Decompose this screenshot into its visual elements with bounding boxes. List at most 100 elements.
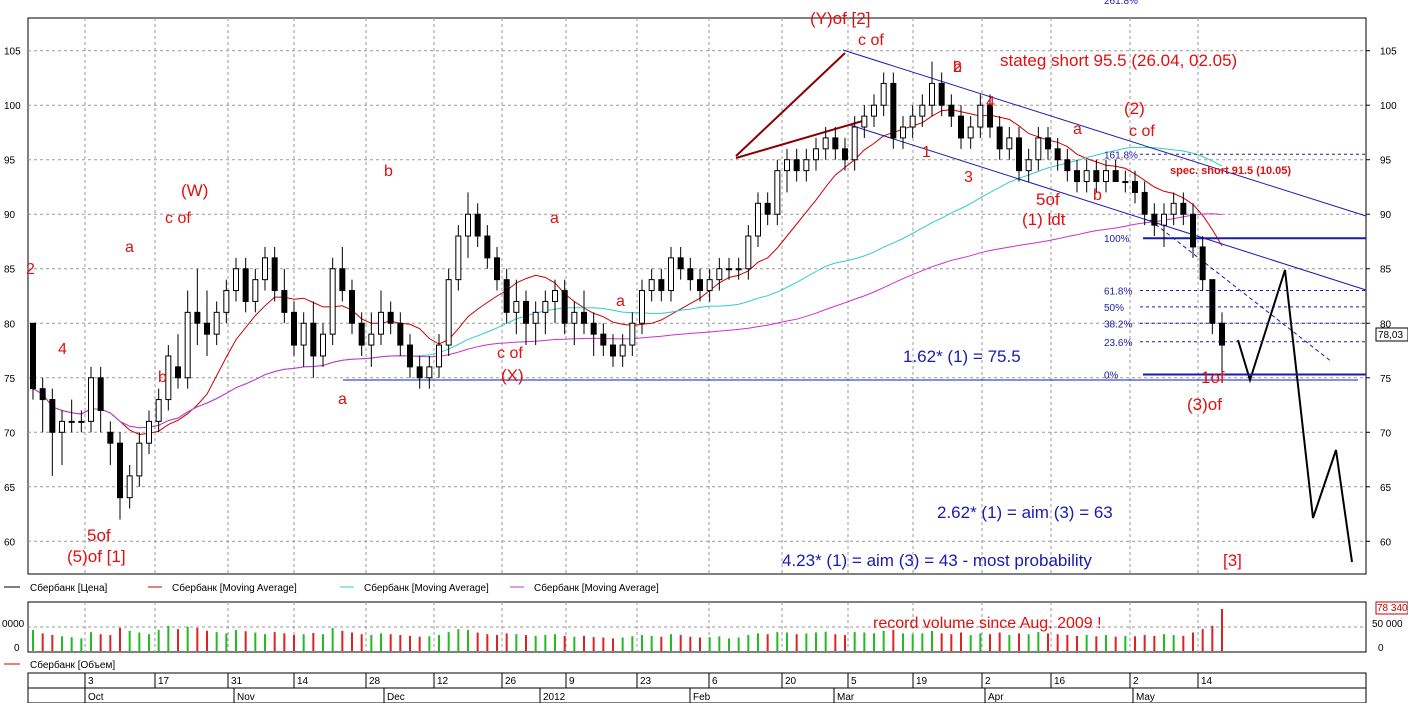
candle-body <box>59 420 65 433</box>
candle-body <box>581 311 587 324</box>
candle-body <box>49 399 56 433</box>
candle-body <box>107 431 114 444</box>
candle-body <box>871 104 877 117</box>
candle <box>900 116 906 149</box>
candle <box>242 257 249 313</box>
candle-body <box>687 268 694 281</box>
channel-lower-line <box>849 124 1367 291</box>
y-tick-left: 85 <box>4 265 16 276</box>
candle-body <box>1103 170 1109 183</box>
y-tick-right: 105 <box>1380 47 1397 58</box>
candle <box>378 290 384 346</box>
candle <box>513 279 520 335</box>
x-axis-ticks: 3 17 31 14 28 12 26 9 23 6 20 5 19 2 16 2 14 Oct Nov Dec 201… <box>84 673 1213 703</box>
wave-label: b <box>953 59 962 76</box>
x-tick-day: 14 <box>297 676 309 687</box>
x-tick-month: May <box>1136 692 1155 703</box>
candle <box>1219 312 1225 378</box>
candle-body <box>88 377 94 422</box>
candle <box>426 355 433 389</box>
candle <box>1209 279 1216 335</box>
wave-label: (W) <box>181 181 208 200</box>
candle-body <box>1199 246 1206 281</box>
candle <box>1035 127 1042 171</box>
candle-body <box>590 322 597 335</box>
volume-tick-zero-right: 0 <box>1378 643 1384 654</box>
candle-body <box>919 104 926 117</box>
candle <box>793 148 800 182</box>
candle-body <box>1151 213 1158 226</box>
candle-body <box>890 82 897 139</box>
x-tick-day: 2 <box>985 676 991 687</box>
wave-label: (X) <box>501 366 524 385</box>
y-tick-right: 95 <box>1380 156 1392 167</box>
candle <box>136 432 143 487</box>
x-tick-month: Mar <box>837 692 855 703</box>
wave-label: c of <box>1129 123 1155 140</box>
candle <box>726 257 732 280</box>
candle <box>339 246 346 302</box>
candle <box>291 301 297 356</box>
candle <box>571 301 578 346</box>
candle <box>590 312 597 356</box>
candle-body <box>426 366 433 379</box>
y-tick-right: 80 <box>1380 319 1392 330</box>
y-tick-left: 70 <box>4 428 16 439</box>
candle <box>281 268 288 324</box>
wave-label: 1of <box>1201 368 1225 387</box>
candle-body <box>1161 213 1167 226</box>
candle <box>1016 127 1022 182</box>
x-tick-day: 26 <box>505 676 517 687</box>
candle-body <box>697 279 703 292</box>
candle <box>803 148 810 182</box>
candle <box>996 116 1003 160</box>
candle <box>1074 159 1080 193</box>
candle <box>977 94 984 138</box>
candle <box>1025 148 1032 182</box>
candle-body <box>774 170 781 215</box>
current-volume-label: 78 340 <box>1377 603 1408 614</box>
candle-body <box>571 311 578 324</box>
chart-annotations: 2 4 5of (5)of [1] a b (W) c of b a a c of (X) a b (Y)of… <box>26 9 1291 570</box>
x-tick-month: Feb <box>693 692 711 703</box>
candle-body <box>726 268 732 271</box>
candle-body <box>1016 137 1022 172</box>
candle-body <box>880 82 887 106</box>
candle-body <box>97 377 104 411</box>
wave-label: [3] <box>1223 551 1242 570</box>
moving-average-lines <box>32 109 1223 436</box>
candle <box>1151 203 1158 237</box>
candle-body <box>977 104 984 128</box>
wave-label: a <box>125 239 134 256</box>
wave-label: b <box>1093 187 1102 204</box>
candle <box>1064 148 1071 182</box>
candle <box>1045 127 1051 160</box>
moving-average-red-line <box>32 109 1223 436</box>
price-legend: Сбербанк [Цена] Сбербанк [Moving Average… <box>4 582 659 594</box>
candle <box>687 257 694 291</box>
x-tick-day: 3 <box>88 676 94 687</box>
x-tick-day: 23 <box>640 676 652 687</box>
candle <box>494 246 500 291</box>
candle-body <box>416 366 423 379</box>
candle <box>155 388 162 433</box>
candle <box>658 268 665 302</box>
candle-body <box>136 442 143 477</box>
candle-body <box>1122 181 1129 184</box>
candle <box>938 72 945 117</box>
x-tick-day: 6 <box>712 676 718 687</box>
y-tick-right: 90 <box>1380 210 1392 221</box>
candle <box>552 279 558 324</box>
candle-body <box>503 279 510 313</box>
candle-body <box>1006 137 1013 150</box>
fib-level-label: 161.8% <box>1104 150 1138 161</box>
candle <box>1132 170 1138 204</box>
candle <box>233 257 239 302</box>
candle-body <box>706 279 713 292</box>
volume-gridlines <box>28 602 1366 652</box>
candle-body <box>1035 137 1042 161</box>
x-tick-day: 20 <box>785 676 797 687</box>
candle <box>39 377 46 433</box>
volume-tick-top-left: 0000 <box>2 619 25 630</box>
candle-body <box>30 322 36 390</box>
